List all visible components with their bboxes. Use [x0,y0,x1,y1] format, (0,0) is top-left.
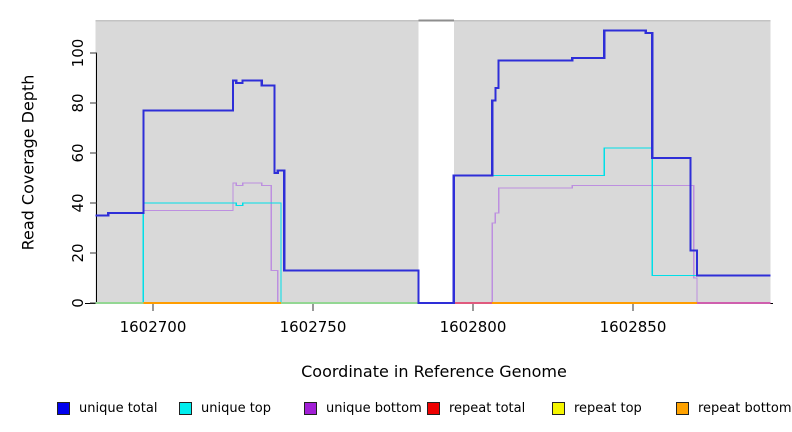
legend-label: unique bottom [326,400,422,416]
x-tick-label: 1602700 [120,318,187,336]
y-axis-title: Read Coverage Depth [18,74,38,251]
legend-item-repeat-bottom: repeat bottom [676,398,792,418]
y-tick-label: 20 [69,243,87,262]
panel-region-2 [453,20,771,303]
series-line-unique-total [95,29,771,305]
legend-label: repeat bottom [698,400,792,416]
x-axis-title: Coordinate in Reference Genome [301,362,567,381]
legend-swatch-icon [57,401,70,415]
legend-swatch-icon [304,401,317,415]
legend-item-unique-bottom: unique bottom [304,398,422,418]
legend-swatch-icon [676,401,689,415]
series-line-unique-bottom [95,182,771,304]
y-tick-label: 40 [69,193,87,212]
legend-label: repeat top [574,400,642,416]
legend-label: repeat total [449,400,526,416]
series-line-unique-top [95,147,771,304]
y-tick-label: 0 [69,298,87,308]
legend-item-repeat-top: repeat top [552,398,642,418]
legend-item-unique-top: unique top [179,398,271,418]
y-tick-label: 100 [69,39,87,68]
legend: unique total unique top unique bottom repea… [0,398,792,422]
x-tick-label: 1602800 [440,318,507,336]
legend-label: unique top [201,400,272,416]
x-tick-label: 1602750 [280,318,347,336]
legend-label: unique total [79,400,158,416]
legend-item-unique-total: unique total [57,398,157,418]
legend-swatch-icon [427,401,440,415]
legend-swatch-icon [179,401,192,415]
y-tick-label: 80 [69,93,87,112]
panel-region-1 [95,20,419,303]
y-tick-label: 60 [69,143,87,162]
legend-swatch-icon [552,401,565,415]
x-tick-label: 1602850 [600,318,667,336]
legend-item-repeat-total: repeat total [427,398,525,418]
